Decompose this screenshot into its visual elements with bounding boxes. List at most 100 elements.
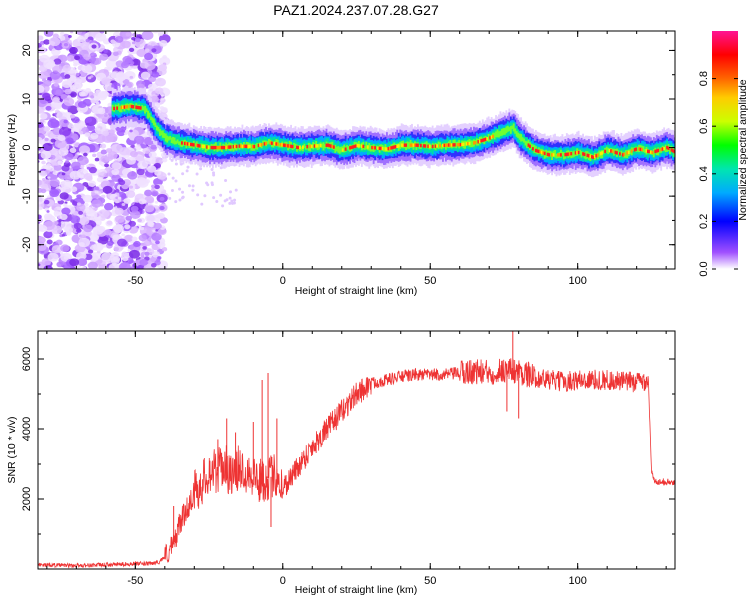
noise-blob bbox=[78, 130, 84, 135]
ridge-peak-cell bbox=[207, 145, 210, 150]
ridge-peak-cell bbox=[316, 144, 319, 148]
noise-blob bbox=[49, 154, 56, 160]
noise-blob bbox=[43, 265, 53, 269]
ridge-cell bbox=[515, 130, 518, 137]
colorbar-tick-label: 0.4 bbox=[698, 166, 710, 181]
noise-blob bbox=[137, 218, 142, 223]
noise-dot bbox=[219, 166, 223, 170]
ridge-peak-cell bbox=[604, 149, 607, 154]
noise-blob bbox=[94, 186, 100, 191]
ridge-peak-cell bbox=[291, 144, 294, 149]
noise-blob bbox=[63, 161, 71, 168]
ridge-cell bbox=[613, 148, 615, 156]
snr-y-tick-label: 6000 bbox=[21, 347, 33, 371]
ridge-peak-cell bbox=[381, 146, 384, 151]
ridge-peak-cell bbox=[667, 146, 670, 151]
colorbar-tick-label: 0.6 bbox=[698, 119, 710, 134]
noise-blob bbox=[50, 138, 56, 143]
ridge-peak-cell bbox=[610, 149, 612, 153]
noise-blob bbox=[78, 237, 91, 248]
ridge-cell bbox=[294, 143, 297, 149]
ridge-peak-cell bbox=[298, 145, 301, 150]
ridge-cell bbox=[493, 132, 496, 140]
ridge-peak-cell bbox=[670, 148, 673, 152]
ridge-peak-cell bbox=[552, 153, 555, 157]
ridge-peak-cell bbox=[415, 143, 418, 147]
ridge-cell bbox=[505, 126, 508, 134]
snr-ticks: -50 0 50 100 2000 4000 6000 bbox=[21, 331, 675, 587]
noise-blob bbox=[156, 258, 161, 263]
ridge-cell bbox=[520, 134, 523, 142]
noise-blob bbox=[144, 204, 155, 213]
noise-blob bbox=[83, 152, 88, 157]
ridge-cell bbox=[440, 144, 443, 150]
noise-blob bbox=[125, 32, 132, 37]
ridge-cell bbox=[293, 142, 295, 150]
spectrogram-x-tick-label: -50 bbox=[127, 275, 143, 287]
noise-blob bbox=[60, 93, 68, 100]
ridge-peak-cell bbox=[614, 150, 617, 155]
noise-blob bbox=[76, 251, 87, 261]
noise-blob bbox=[74, 143, 78, 146]
snr-line bbox=[38, 331, 675, 569]
noise-dot bbox=[170, 188, 174, 192]
noise-blob bbox=[59, 118, 70, 128]
ridge-peak-cell bbox=[536, 149, 539, 153]
ridge-peak-cell bbox=[657, 148, 660, 153]
noise-blob bbox=[47, 76, 52, 81]
ridge-cell bbox=[154, 122, 157, 128]
ridge-peak-cell bbox=[419, 143, 422, 148]
noise-blob bbox=[117, 196, 122, 200]
ridge-peak-cell bbox=[623, 152, 626, 156]
ridge-peak-cell bbox=[136, 105, 139, 110]
ridge-cell bbox=[178, 134, 180, 148]
noise-blob bbox=[43, 126, 51, 132]
ridge-cell bbox=[464, 140, 467, 149]
noise-blob bbox=[90, 99, 96, 104]
noise-blob bbox=[96, 176, 104, 183]
ridge-peak-cell bbox=[290, 144, 293, 149]
noise-blob bbox=[100, 155, 110, 163]
ridge-cell bbox=[607, 147, 610, 155]
noise-blob bbox=[160, 97, 165, 101]
ridge-peak-cell bbox=[329, 144, 332, 148]
noise-blob bbox=[68, 34, 72, 38]
noise-blob bbox=[84, 132, 91, 138]
noise-blob bbox=[128, 47, 135, 52]
ridge-cell bbox=[501, 128, 503, 136]
noise-blob bbox=[155, 240, 160, 245]
noise-blob bbox=[57, 160, 63, 165]
ridge-peak-cell bbox=[414, 143, 416, 147]
noise-blob bbox=[114, 207, 124, 216]
ridge-peak-cell bbox=[248, 144, 251, 149]
noise-blob bbox=[150, 144, 157, 150]
noise-blob bbox=[44, 169, 51, 174]
ridge-cell bbox=[363, 146, 366, 150]
noise-dot bbox=[223, 199, 227, 203]
ridge-peak-cell bbox=[449, 143, 452, 147]
ridge-cell bbox=[526, 141, 528, 148]
ridge-peak-cell bbox=[661, 147, 664, 151]
ridge-cell bbox=[602, 150, 605, 155]
ridge-peak-cell bbox=[450, 143, 453, 147]
ridge-peak-cell bbox=[618, 152, 621, 156]
ridge-peak-cell bbox=[219, 145, 222, 150]
ridge-cell bbox=[495, 131, 497, 138]
ridge-peak-cell bbox=[431, 144, 434, 149]
colorbar-ticks: 0.0 0.2 0.4 0.6 0.8 bbox=[698, 71, 738, 277]
noise-blob bbox=[82, 212, 87, 216]
noise-blob bbox=[146, 165, 157, 173]
ridge-peak-cell bbox=[362, 144, 365, 149]
noise-blob bbox=[72, 210, 79, 216]
ridge-cell bbox=[554, 149, 556, 158]
ridge-peak-cell bbox=[428, 144, 431, 149]
ridge-cell bbox=[303, 143, 306, 149]
noise-blob bbox=[78, 145, 91, 155]
ridge-cell bbox=[533, 145, 536, 153]
ridge-peak-cell bbox=[439, 144, 441, 148]
ridge-peak-cell bbox=[195, 143, 198, 148]
ridge-cell bbox=[157, 126, 160, 132]
ridge-peak-cell bbox=[576, 150, 579, 155]
noise-blob bbox=[91, 199, 102, 208]
ridge-peak-cell bbox=[374, 146, 377, 150]
